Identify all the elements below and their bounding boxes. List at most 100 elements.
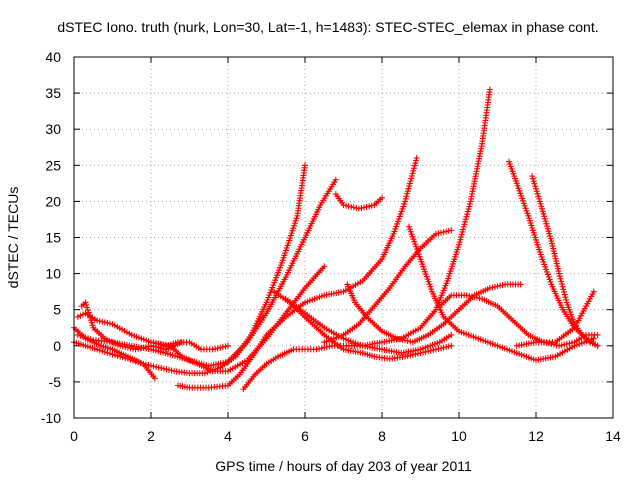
data-point	[558, 342, 565, 349]
series-arc-6	[71, 324, 158, 382]
data-point	[345, 203, 352, 210]
data-point	[413, 155, 420, 162]
data-point	[448, 342, 455, 349]
data-point	[396, 336, 403, 343]
data-point	[563, 296, 570, 303]
data-point	[592, 341, 599, 348]
data-point	[350, 204, 357, 211]
data-point	[430, 347, 437, 354]
y-tick-label: 5	[53, 302, 61, 318]
data-point	[489, 284, 496, 291]
data-point	[323, 344, 330, 351]
series-arc-2	[74, 176, 339, 370]
data-point	[219, 344, 226, 351]
data-point	[438, 345, 445, 352]
data-point	[160, 365, 167, 372]
data-point	[594, 331, 601, 338]
data-point	[448, 331, 455, 338]
x-tick-label: 4	[224, 428, 232, 444]
data-point	[407, 352, 414, 359]
data-point	[497, 282, 504, 289]
data-point	[119, 343, 126, 350]
data-point	[321, 263, 328, 270]
data-point	[214, 345, 221, 352]
y-tick-label: 35	[45, 85, 61, 101]
data-point	[132, 346, 139, 353]
data-point	[404, 337, 411, 344]
data-point	[432, 346, 439, 353]
data-point	[326, 343, 333, 350]
series-arc-17	[529, 173, 601, 349]
data-point	[332, 176, 339, 183]
data-point	[168, 367, 175, 374]
grid	[74, 57, 613, 418]
data-point	[355, 205, 362, 212]
series-arc-7	[148, 339, 231, 353]
series-arc-13	[344, 281, 524, 346]
x-tick-label: 2	[147, 428, 155, 444]
series-line	[242, 88, 491, 390]
data-point	[517, 281, 524, 288]
data-point	[114, 352, 121, 359]
data-point	[556, 342, 563, 349]
data-point	[473, 294, 480, 301]
data-point	[318, 345, 325, 352]
data-point	[74, 313, 81, 320]
data-point	[560, 286, 567, 293]
data-point	[438, 229, 445, 236]
x-tick-label: 0	[70, 428, 78, 444]
data-point	[77, 312, 84, 319]
data-point	[561, 341, 568, 348]
chart-title: dSTEC Iono. truth (nurk, Lon=30, Lat=-1,…	[57, 19, 598, 35]
data-point	[379, 194, 385, 201]
data-point	[468, 293, 475, 300]
data-point	[96, 318, 103, 325]
y-tick-label: 10	[45, 266, 61, 282]
series-arc-8	[174, 155, 420, 391]
data-point	[140, 344, 147, 351]
data-point	[499, 282, 506, 289]
data-point	[99, 348, 106, 355]
data-point	[130, 345, 137, 352]
series-arc-18	[513, 288, 597, 349]
data-point	[443, 228, 450, 235]
x-tick-label: 12	[528, 428, 544, 444]
data-point	[127, 345, 134, 352]
series-arc-12	[321, 227, 455, 346]
data-point	[104, 319, 111, 326]
data-point	[435, 345, 442, 352]
data-point	[135, 345, 142, 352]
data-point	[561, 291, 568, 298]
data-point	[432, 230, 439, 237]
data-point	[466, 292, 473, 299]
data-point	[556, 273, 563, 280]
data-point	[553, 342, 560, 349]
axis-ticks: 0 2 4 6 8 10 12 14 -10 -5 0 5 10 15 20 25 30 35 40	[41, 49, 621, 444]
data-point	[471, 294, 478, 301]
data-point	[101, 348, 108, 355]
data-point	[96, 347, 103, 354]
data-point	[590, 288, 597, 295]
data-point	[353, 205, 360, 212]
data-point	[158, 341, 165, 348]
x-axis-label: GPS time / hours of day 203 of year 2011	[215, 458, 472, 474]
series-arc-11	[282, 295, 455, 357]
data-point	[368, 202, 375, 209]
y-tick-label: 25	[45, 157, 61, 173]
data-point	[562, 294, 569, 301]
series-line	[408, 226, 595, 361]
data-point	[361, 204, 368, 211]
x-tick-label: 14	[605, 428, 621, 444]
data-point	[222, 343, 229, 350]
y-tick-label: 20	[45, 193, 61, 209]
series-line	[177, 157, 418, 389]
data-point	[556, 270, 563, 277]
data-point	[590, 335, 597, 342]
data-point	[404, 353, 411, 360]
data-point	[358, 205, 365, 212]
data-point	[366, 203, 373, 210]
x-tick-label: 6	[301, 428, 309, 444]
data-point	[343, 202, 350, 209]
data-point	[445, 343, 452, 350]
data-point	[558, 281, 565, 288]
